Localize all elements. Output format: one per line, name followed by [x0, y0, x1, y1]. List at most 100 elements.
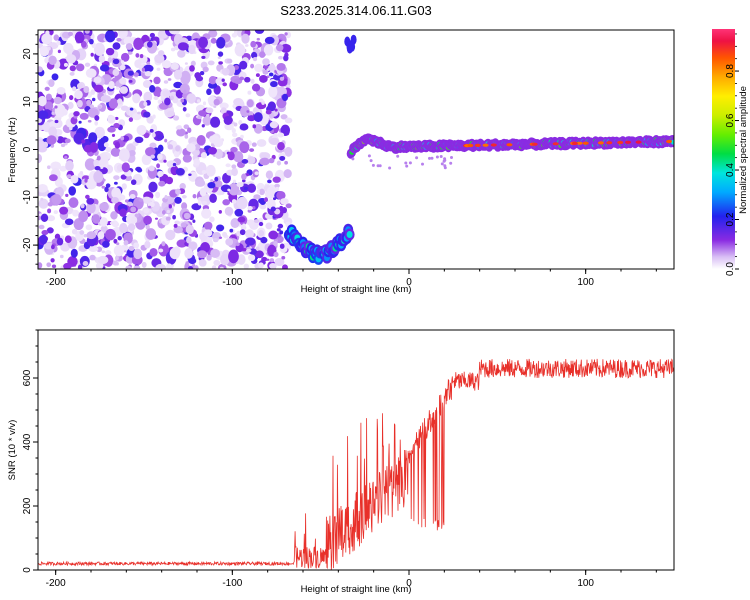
noise-cell [46, 227, 54, 234]
carrier-noise [376, 164, 380, 168]
noise-cell [67, 31, 74, 37]
noise-cell [51, 73, 59, 81]
noise-cell [158, 242, 169, 257]
noise-cell [154, 53, 165, 64]
noise-cell [256, 189, 260, 194]
noise-cell [105, 183, 111, 188]
noise-cell [250, 40, 257, 48]
noise-cell [206, 254, 212, 261]
noise-cell [47, 46, 51, 51]
noise-cell [163, 80, 169, 84]
noise-cell [239, 76, 245, 81]
noise-cell [239, 60, 248, 70]
noise-cell [157, 144, 164, 152]
noise-cell [134, 213, 140, 218]
noise-cell [136, 168, 143, 173]
noise-cell [114, 116, 119, 120]
noise-cell [141, 153, 152, 166]
noise-cell [262, 58, 270, 66]
noise-cell [133, 72, 139, 77]
noise-cell [256, 182, 265, 191]
noise-cell [222, 231, 228, 238]
noise-cell [216, 37, 226, 49]
noise-cell [145, 147, 156, 157]
carrier-peak [467, 143, 474, 148]
noise-cell [150, 154, 156, 159]
noise-cell [123, 36, 133, 45]
noise-cell [111, 187, 122, 199]
noise-cell [88, 132, 98, 144]
noise-cell [185, 113, 191, 118]
noise-cell [184, 62, 188, 65]
noise-cell [79, 112, 89, 120]
noise-cell [130, 206, 137, 213]
noise-cell [149, 247, 158, 257]
noise-cell [256, 139, 267, 147]
figure-title: S233.2025.314.06.11.G03 [280, 3, 432, 18]
noise-cell [146, 41, 153, 48]
noise-cell [263, 197, 269, 203]
noise-cell [155, 191, 161, 199]
colorbar: 0.0 0.2 0.4 0.6 0.8 Normalized spectral ampl… [712, 29, 749, 276]
noise-cell [187, 266, 194, 269]
noise-cell [173, 223, 178, 228]
noise-cell [112, 58, 120, 65]
noise-cell [253, 219, 260, 224]
noise-cell [247, 183, 257, 193]
noise-cell [218, 61, 223, 65]
noise-cell [129, 107, 134, 111]
noise-cell [198, 36, 209, 49]
noise-cell [176, 239, 188, 248]
noise-cell [218, 210, 222, 214]
spectrogram-ylabel: Frequency (Hz) [7, 117, 18, 182]
noise-cell [210, 248, 220, 259]
carrier-peak [576, 141, 583, 145]
noise-cell [270, 81, 278, 88]
noise-cell [149, 129, 154, 133]
noise-cell [69, 126, 73, 131]
carrier-peak [666, 139, 672, 144]
x-tick-label: -200 [46, 277, 66, 288]
noise-cell [276, 228, 281, 232]
noise-cell [211, 265, 217, 269]
noise-cell [97, 231, 105, 240]
noise-cell [131, 216, 138, 224]
noise-cell [114, 141, 121, 149]
noise-cell [162, 90, 171, 97]
noise-cell [254, 171, 259, 176]
noise-cell [183, 124, 190, 130]
noise-cell [133, 265, 141, 269]
noise-cell [167, 78, 172, 81]
noise-cell [113, 181, 118, 185]
noise-cell [250, 78, 255, 84]
noise-cell [105, 47, 115, 56]
noise-cell [267, 179, 272, 184]
noise-cell [217, 56, 221, 59]
noise-cell [272, 176, 281, 183]
noise-cell [259, 51, 266, 58]
noise-cell [239, 229, 246, 236]
noise-cell [156, 134, 165, 140]
noise-cell [234, 43, 246, 57]
carrier-peak [552, 142, 559, 146]
noise-cell [218, 236, 223, 240]
noise-cell [56, 40, 61, 46]
noise-cell [284, 117, 293, 124]
noise-cell [269, 137, 280, 146]
noise-cell [177, 42, 189, 51]
noise-cell [84, 62, 91, 67]
noise-cell [94, 166, 101, 171]
noise-cell [277, 78, 288, 87]
noise-cell [148, 205, 152, 209]
noise-cell [90, 89, 96, 95]
noise-cell [67, 101, 74, 110]
spectrogram-xlabel: Height of straight line (km) [301, 284, 412, 295]
noise-cell [166, 209, 171, 214]
noise-cell [232, 132, 238, 138]
noise-cell [58, 58, 69, 70]
noise-cell [279, 230, 284, 235]
noise-cell [38, 95, 47, 107]
noise-cell [90, 52, 94, 57]
noise-cell [149, 142, 157, 149]
